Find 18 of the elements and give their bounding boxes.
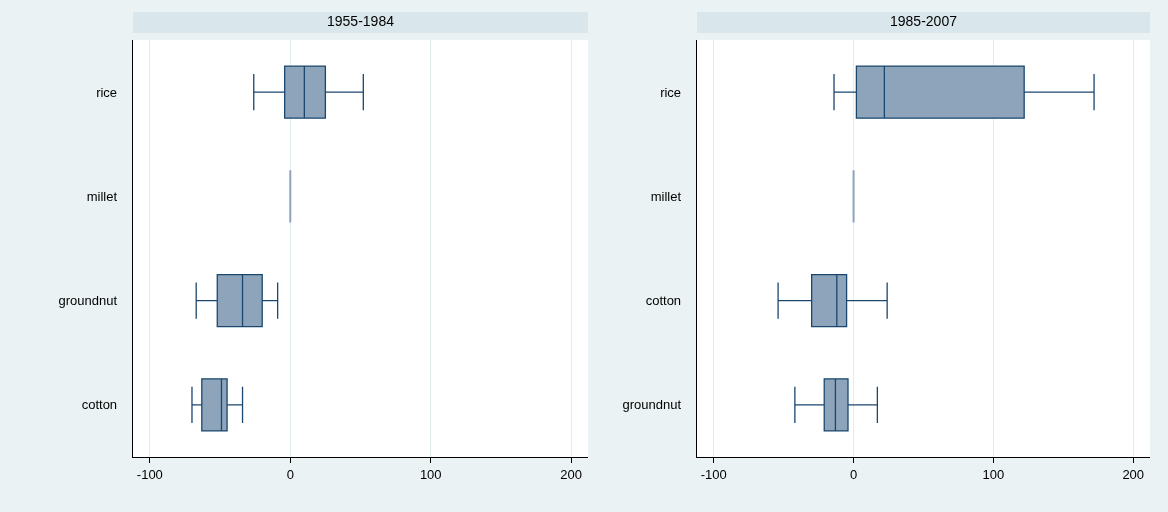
y-tick-label: cotton xyxy=(645,293,682,309)
y-tick-label: millet xyxy=(650,188,682,204)
y-tick-label: groundnut xyxy=(58,293,118,309)
chart-title: 1985-2007 xyxy=(890,13,958,29)
y-tick-label: rice xyxy=(96,84,118,100)
x-tick-label: 200 xyxy=(560,466,582,482)
y-tick-label: cotton xyxy=(81,397,118,413)
x-tick-label: 0 xyxy=(286,466,294,482)
y-tick-label: groundnut xyxy=(622,397,682,413)
chart-title: 1955-1984 xyxy=(327,13,395,29)
x-tick-label: 100 xyxy=(419,466,442,482)
x-tick-label: -100 xyxy=(136,466,163,482)
x-tick-label: 200 xyxy=(1122,466,1145,482)
y-tick-label: millet xyxy=(86,188,118,204)
x-tick-label: 0 xyxy=(849,466,858,482)
x-tick-label: 100 xyxy=(982,466,1005,482)
x-tick-label: -100 xyxy=(700,466,727,482)
y-tick-label: rice xyxy=(660,84,682,100)
